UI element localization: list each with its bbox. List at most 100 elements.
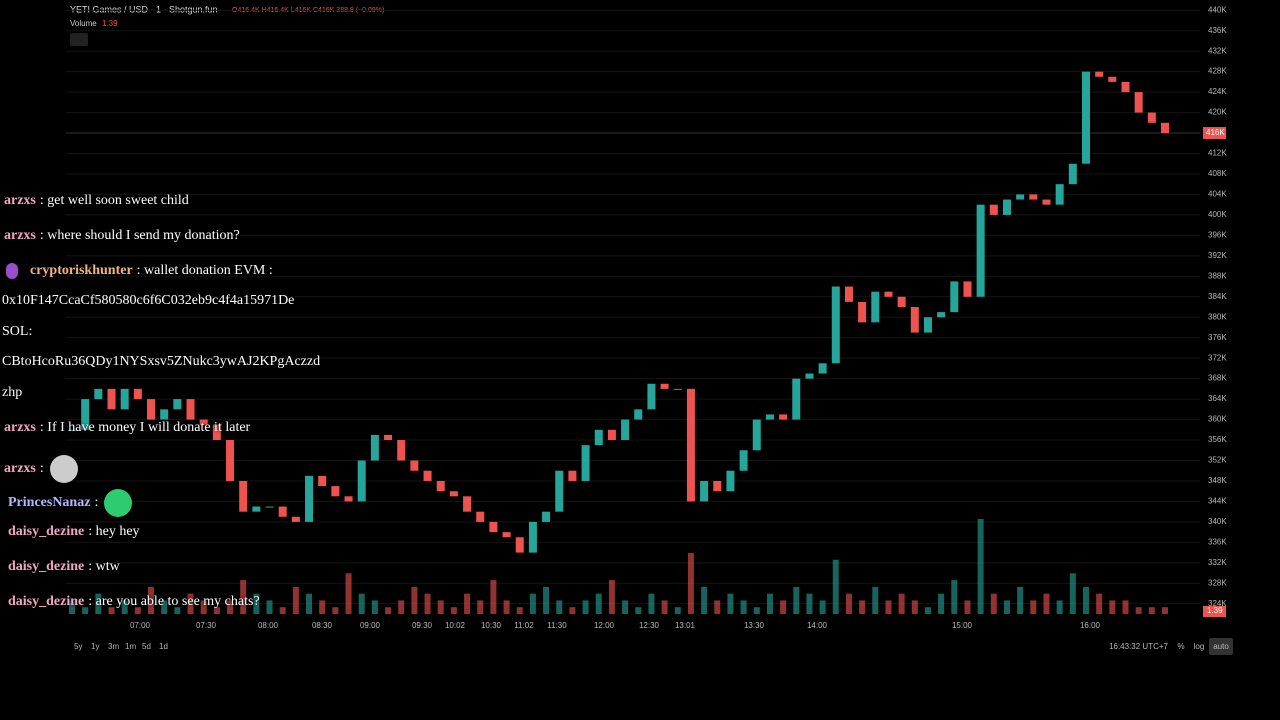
volume-bar (543, 586, 550, 614)
candle (686, 388, 695, 502)
candle (291, 516, 300, 522)
volume-bar (859, 600, 866, 614)
x-tick-label: 07:30 (196, 621, 217, 630)
chat-text: : (94, 495, 99, 511)
volume-bar (556, 600, 563, 614)
candle (660, 383, 669, 389)
x-tick-label: 10:30 (481, 621, 502, 630)
volume-bar (1096, 593, 1103, 614)
volume-bar (701, 586, 708, 614)
volume-bar (1069, 573, 1076, 614)
symbol: YETI Games / USD · 1 · Shotgun.fun (70, 4, 218, 14)
candle (831, 286, 840, 364)
volume-bar (477, 600, 484, 614)
volume-bar (345, 573, 352, 614)
chat-user[interactable]: arzxs (4, 461, 36, 477)
candle (133, 388, 142, 400)
range-button[interactable]: 5y (74, 642, 82, 651)
range-button[interactable]: 1y (91, 642, 99, 651)
candle (765, 414, 774, 420)
x-tick-label: 08:00 (258, 621, 279, 630)
auto-toggle[interactable]: auto (1213, 642, 1229, 651)
x-tick-label: 08:30 (312, 621, 333, 630)
candle (252, 506, 261, 512)
last-price-tag (1203, 127, 1226, 140)
candle (963, 281, 972, 297)
candle (897, 296, 906, 307)
volume-bar (82, 607, 89, 614)
volume-bar (1003, 600, 1010, 614)
x-tick-label: 13:01 (675, 621, 696, 630)
range-button[interactable]: 3m (108, 642, 119, 651)
range-button[interactable]: 1m (125, 642, 136, 651)
volume-bar (148, 586, 155, 614)
chat-user[interactable]: PrincesNanaz (8, 495, 91, 511)
candle (937, 312, 946, 318)
volume-bar (240, 580, 247, 614)
volume-bar (450, 607, 457, 614)
y-tick-label: 392K (1208, 251, 1227, 260)
chat-user[interactable]: daisy_dezine (8, 559, 85, 574)
candle (1161, 122, 1169, 134)
volume-bar (306, 593, 313, 614)
chat-text: 0x10F147CcaCf580580c6f6C032eb9c4f4a15971… (2, 293, 295, 308)
candle (871, 291, 880, 323)
chat-user[interactable]: arzxs (4, 228, 36, 243)
x-tick-label: 07:00 (130, 621, 151, 630)
x-tick-label: 11:02 (514, 621, 534, 630)
candle (199, 419, 208, 425)
range-button[interactable]: 5d (142, 642, 151, 651)
chat-user[interactable]: daisy_dezine (8, 524, 85, 539)
chat-message: CBtoHcoRu36QDy1NYSxsv5ZNukc3ywAJ2KPgAczz… (2, 354, 320, 370)
candle (94, 388, 103, 400)
chat-message: 0x10F147CcaCf580580c6f6C032eb9c4f4a15971… (2, 293, 294, 309)
volume-bar (582, 600, 589, 614)
chat-user[interactable]: arzxs (4, 420, 36, 435)
y-tick-label: 408K (1208, 169, 1227, 178)
candle (726, 470, 735, 492)
volume-bar (529, 593, 536, 614)
volume-bar (977, 519, 984, 614)
chat-text: : (39, 461, 44, 477)
candle (384, 434, 393, 441)
volume-bar (437, 600, 444, 614)
volume-bar (1109, 600, 1116, 614)
candle (1055, 184, 1064, 205)
chat-message: daisy_dezine: are you able to see my cha… (8, 594, 260, 610)
volume-bar (911, 600, 918, 614)
volume-tag-label: 1.39 (1207, 606, 1223, 615)
candle (950, 281, 959, 313)
y-tick-label: 428K (1208, 67, 1227, 76)
volume-bar (964, 600, 971, 614)
volume-bar (1162, 607, 1168, 614)
x-tick-label: 09:00 (360, 621, 381, 630)
candle (779, 414, 788, 420)
volume-bar (648, 593, 655, 614)
chat-user[interactable]: cryptoriskhunter (30, 263, 133, 279)
range-button[interactable]: 1d (159, 642, 168, 651)
chat-user[interactable]: arzxs (4, 193, 36, 208)
log-toggle[interactable]: log (1194, 642, 1205, 651)
volume-bar (292, 586, 299, 614)
percent-toggle[interactable]: % (1177, 642, 1184, 651)
volume-bar (608, 580, 615, 614)
candle (410, 460, 419, 471)
chat-user[interactable]: daisy_dezine (8, 594, 85, 609)
volume-bar (174, 607, 181, 614)
candle (68, 429, 76, 431)
chat-text: : where should I send my donation? (39, 228, 240, 243)
y-tick-label: 340K (1208, 517, 1227, 526)
candle (858, 301, 867, 323)
candle (81, 399, 90, 430)
candle (1042, 199, 1051, 205)
x-tick-label: 09:30 (412, 621, 433, 630)
candle (1147, 112, 1156, 123)
chat-text: : If I have money I will donate it later (39, 420, 251, 435)
volume-bar (1017, 586, 1024, 614)
collapse-button[interactable] (70, 33, 88, 46)
volume-bar (898, 593, 905, 614)
chat-message: cryptoriskhunter: wallet donation EVM : (4, 263, 273, 279)
candle (1068, 163, 1077, 185)
